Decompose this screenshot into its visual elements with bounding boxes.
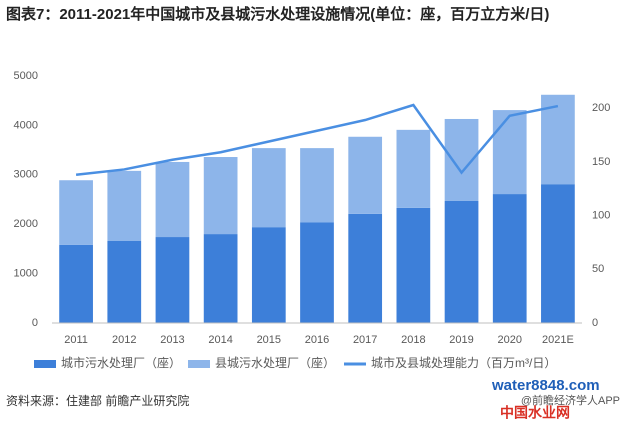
- watermark-app: @前瞻经济学人APP: [521, 393, 620, 407]
- y2-tick-label: 50: [592, 263, 604, 275]
- legend-label: 县城污水处理厂（座）: [215, 355, 335, 370]
- bar: [155, 161, 190, 238]
- x-tick-label: 2019: [449, 334, 473, 346]
- bar: [492, 194, 527, 323]
- bar: [396, 207, 431, 323]
- y2-tick-label: 0: [592, 317, 598, 329]
- x-tick-label: 2011: [64, 334, 88, 346]
- y-tick-label: 5000: [14, 70, 38, 82]
- y-tick-label: 4000: [14, 119, 38, 131]
- x-tick-label: 2017: [353, 334, 377, 346]
- bar: [492, 110, 527, 195]
- bar: [251, 227, 286, 323]
- y-tick-label: 2000: [14, 218, 38, 230]
- bar: [541, 184, 575, 323]
- bar: [203, 234, 238, 323]
- bar: [348, 136, 383, 214]
- legend-swatch: [34, 360, 56, 368]
- x-tick-label: 2014: [208, 334, 232, 346]
- bar: [155, 237, 190, 323]
- bar: [59, 180, 93, 245]
- bar: [251, 148, 286, 228]
- legend-swatch: [188, 360, 210, 368]
- x-tick-label: 2013: [160, 334, 184, 346]
- x-tick-label: 2016: [305, 334, 329, 346]
- bar: [59, 244, 93, 323]
- bar: [396, 129, 431, 208]
- y2-tick-label: 100: [592, 210, 610, 222]
- x-tick-label: 2015: [257, 334, 281, 346]
- y-tick-label: 0: [32, 317, 38, 329]
- bar: [444, 200, 479, 323]
- y-tick-label: 3000: [14, 169, 38, 181]
- legend-label: 城市及县城处理能力（百万m³/日）: [371, 355, 556, 370]
- bar: [348, 213, 383, 323]
- bar: [107, 170, 142, 241]
- bar: [541, 94, 575, 185]
- bar: [203, 157, 238, 235]
- bar: [107, 240, 142, 323]
- bar: [300, 222, 334, 323]
- y2-tick-label: 150: [592, 156, 610, 168]
- watermark-site: water8848.com: [491, 377, 600, 394]
- line: [75, 103, 559, 177]
- y-tick-label: 1000: [14, 268, 38, 280]
- x-tick-label: 2012: [112, 334, 136, 346]
- x-tick-label: 2020: [497, 334, 521, 346]
- source: 资料来源：住建部 前瞻产业研究院: [6, 393, 189, 408]
- watermark-site-name: 中国水业网: [500, 405, 570, 421]
- x-tick-label: 2018: [401, 334, 425, 346]
- chart-title: 图表7：2011-2021年中国城市及县城污水处理设施情况(单位：座，百万立方米…: [6, 6, 550, 23]
- x-tick-label: 2021E: [542, 334, 574, 346]
- legend-label: 城市污水处理厂（座）: [61, 355, 181, 370]
- y2-tick-label: 200: [592, 102, 610, 114]
- bar: [300, 148, 334, 223]
